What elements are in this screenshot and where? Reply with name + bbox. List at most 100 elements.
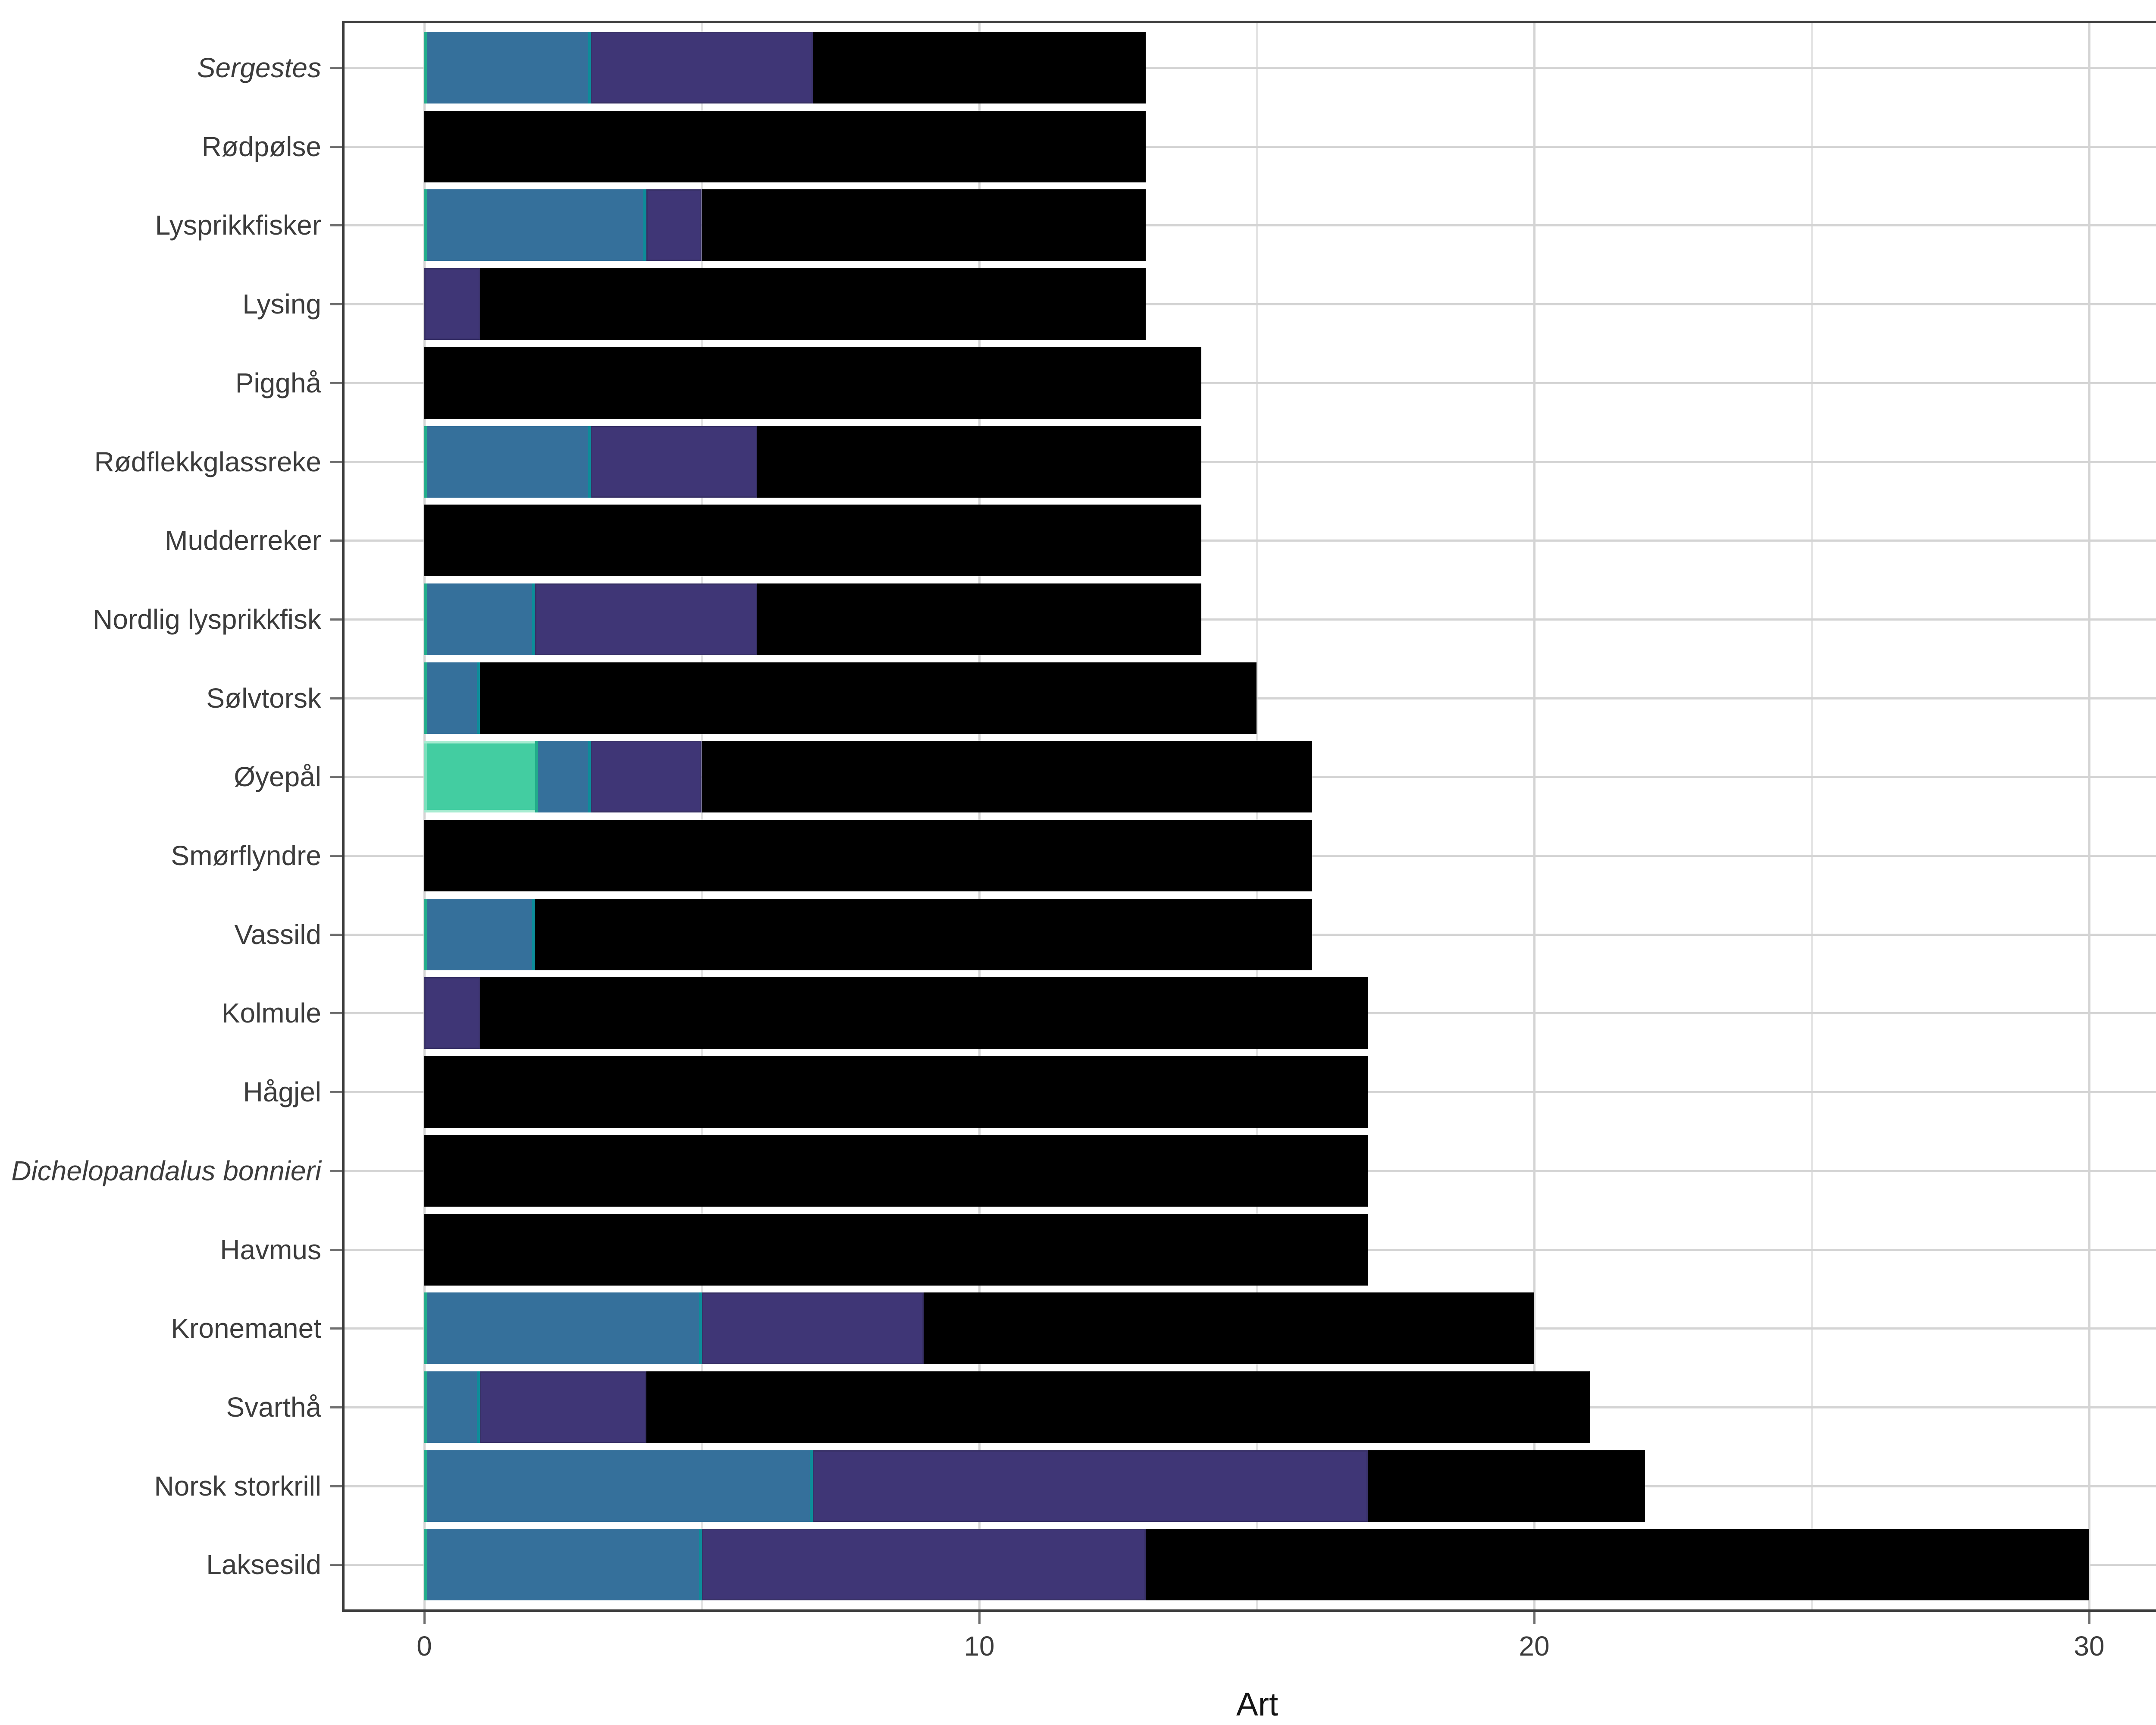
y-axis-tick xyxy=(330,1012,342,1015)
bar-segment-makroplanktontrål xyxy=(424,898,536,970)
category-label: Kolmule xyxy=(221,997,321,1029)
bar-segment-makroplanktontrål xyxy=(424,662,480,734)
y-axis-tick xyxy=(330,1327,342,1330)
bar-segment-bunntrål xyxy=(924,1292,1534,1364)
category-label: Rødpølse xyxy=(201,131,321,162)
category-label: Kronemanet xyxy=(171,1313,321,1344)
bar-segment-harstadtrål xyxy=(535,583,758,655)
x-tick-label: 30 xyxy=(2074,1631,2105,1662)
x-axis-tick xyxy=(978,1612,981,1624)
bar-segment-bunntrål xyxy=(702,189,1146,261)
gridline-y xyxy=(342,67,2156,69)
gridline-x-minor xyxy=(1256,21,1258,1612)
category-label: Mudderreker xyxy=(165,525,321,556)
y-axis-tick xyxy=(330,1406,342,1408)
category-label: Havmus xyxy=(220,1234,321,1265)
category-label: Nordlig lysprikkfisk xyxy=(93,603,321,635)
y-axis-tick xyxy=(330,224,342,227)
bar-segment-harstadtrål xyxy=(591,426,758,498)
x-tick-label: 10 xyxy=(964,1631,995,1662)
gridline-x-major xyxy=(423,21,426,1612)
category-label: Pigghå xyxy=(235,367,321,398)
bar-segment-harstadtrål xyxy=(424,268,480,340)
bar-segment-tobisskrape xyxy=(424,741,536,813)
bar-segment-bunntrål xyxy=(424,347,1201,419)
y-axis-tick xyxy=(330,382,342,384)
y-axis-tick xyxy=(330,855,342,857)
bar-segment-bunntrål xyxy=(535,898,1313,970)
bar-segment-makroplanktontrål xyxy=(424,1529,702,1601)
category-label: Øyepål xyxy=(234,761,321,793)
category-label: Rødflekkglassreke xyxy=(94,446,321,477)
category-label: Hågjel xyxy=(243,1076,321,1108)
x-tick-label: 0 xyxy=(417,1631,432,1662)
y-axis-tick xyxy=(330,618,342,621)
y-axis-tick xyxy=(330,1485,342,1487)
bar-segment-bunntrål xyxy=(424,505,1201,577)
bar-segment-bunntrål xyxy=(812,32,1146,104)
bar-segment-makroplanktontrål xyxy=(535,741,591,813)
gridline-y xyxy=(342,224,2156,227)
bar-segment-harstadtrål xyxy=(702,1292,924,1364)
y-axis-tick xyxy=(330,1170,342,1172)
x-axis-tick xyxy=(423,1612,426,1624)
y-axis-tick xyxy=(330,1564,342,1566)
bar-segment-bunntrål xyxy=(646,1371,1590,1443)
category-label: Norsk storkrill xyxy=(154,1470,321,1502)
y-axis-tick xyxy=(330,145,342,148)
gridline-y xyxy=(342,539,2156,542)
bar-segment-harstadtrål xyxy=(702,1529,1146,1601)
category-label: Sølvtorsk xyxy=(206,682,321,714)
category-label: Lysing xyxy=(242,289,321,320)
y-axis-tick xyxy=(330,67,342,69)
category-label: Sergestes xyxy=(197,52,321,83)
category-label: Smørflyndre xyxy=(171,840,322,871)
bar-segment-makroplanktontrål xyxy=(424,1450,813,1522)
bar-segment-bunntrål xyxy=(479,977,1368,1049)
bar-segment-bunntrål xyxy=(702,741,1313,813)
gridline-x-major xyxy=(978,21,981,1612)
y-axis-tick xyxy=(330,303,342,306)
bar-segment-makroplanktontrål xyxy=(424,583,536,655)
gridline-y xyxy=(342,618,2156,621)
gridline-x-major xyxy=(1533,21,1536,1612)
bar-segment-bunntrål xyxy=(424,1214,1368,1286)
y-axis-tick xyxy=(330,539,342,542)
category-label: Vassild xyxy=(234,919,321,950)
bar-segment-makroplanktontrål xyxy=(424,189,646,261)
bar-segment-bunntrål xyxy=(424,1056,1368,1128)
bar-segment-bunntrål xyxy=(757,583,1201,655)
bar-segment-bunntrål xyxy=(424,110,1146,182)
bar-segment-bunntrål xyxy=(1367,1450,1645,1522)
bar-segment-bunntrål xyxy=(424,1135,1368,1207)
gridline-x-minor xyxy=(701,21,703,1612)
gridline-y xyxy=(342,461,2156,463)
x-axis-tick xyxy=(1533,1612,1536,1624)
bar-segment-makroplanktontrål xyxy=(424,1292,702,1364)
gridline-y xyxy=(342,303,2156,306)
bar-segment-harstadtrål xyxy=(812,1450,1368,1522)
bar-segment-bunntrål xyxy=(757,426,1201,498)
bar-segment-harstadtrål xyxy=(591,32,813,104)
bar-segment-makroplanktontrål xyxy=(424,32,591,104)
category-label: Laksesild xyxy=(206,1549,321,1581)
gridline-y xyxy=(342,382,2156,384)
bar-segment-bunntrål xyxy=(424,820,1313,891)
category-label: Svarthå xyxy=(226,1391,321,1423)
y-axis-tick xyxy=(330,461,342,463)
x-tick-label: 20 xyxy=(1519,1631,1550,1662)
bar-segment-harstadtrål xyxy=(424,977,480,1049)
bar-segment-bunntrål xyxy=(479,662,1257,734)
y-axis-tick xyxy=(330,697,342,699)
category-label: Lysprikkfisker xyxy=(155,210,321,241)
bar-segment-harstadtrål xyxy=(479,1371,646,1443)
bar-segment-makroplanktontrål xyxy=(424,1371,480,1443)
y-axis-tick xyxy=(330,1248,342,1251)
bar-segment-bunntrål xyxy=(479,268,1146,340)
bar-segment-harstadtrål xyxy=(646,189,702,261)
gridline-x-minor xyxy=(1811,21,1813,1612)
x-axis-title: Art xyxy=(1236,1686,1279,1723)
x-axis-tick xyxy=(2088,1612,2090,1624)
y-axis-tick xyxy=(330,933,342,936)
